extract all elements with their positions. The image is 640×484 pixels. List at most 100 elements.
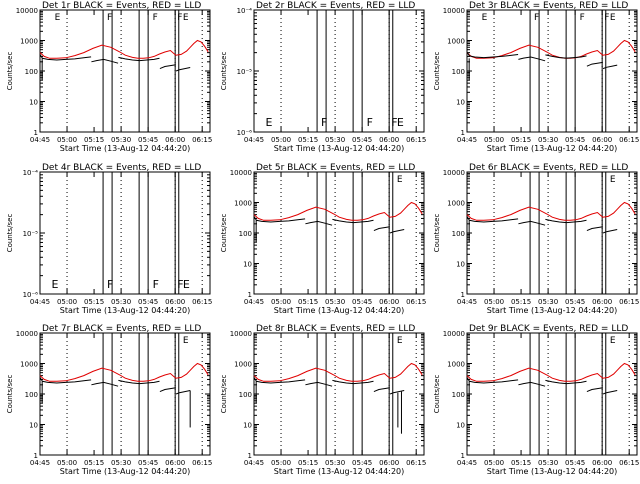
panel-det-1: Det 1r BLACK = Events, RED = LLD 1 10 100 10… — [6, 1, 212, 153]
events-series-segment — [602, 64, 618, 70]
x-tick-label: 05:00 — [57, 298, 77, 306]
y-tick-label: 1000 — [447, 38, 465, 46]
panel-title: Det 7r BLACK = Events, RED = LLD — [42, 324, 201, 334]
y-tick-label: 100 — [452, 68, 465, 76]
flag-label: F — [367, 116, 373, 129]
events-series-segment — [175, 390, 191, 395]
y-tick-label: 100 — [452, 391, 465, 399]
events-series-segment — [518, 220, 546, 226]
events-series-segment — [91, 381, 119, 387]
lld-series-line — [466, 362, 636, 382]
lld-series-line — [39, 362, 209, 382]
x-tick-label: 05:30 — [325, 136, 345, 144]
y-axis-label: Counts/sec — [220, 375, 228, 414]
y-axis-label: Counts/sec — [433, 375, 441, 414]
x-tick-label: 06:15 — [192, 459, 212, 467]
panel-det-8: Det 8r BLACK = Events, RED = LLD 1 10 100 10… — [220, 324, 426, 476]
x-tick-label: 05:15 — [511, 298, 531, 306]
y-tick-label: 1 — [461, 452, 465, 460]
y-tick-label: 10⁻⁴ — [237, 7, 253, 15]
flag-label: F — [107, 13, 112, 23]
panel-title: Det 4r BLACK = Events, RED = LLD — [42, 163, 201, 173]
x-tick-label: 06:15 — [619, 136, 639, 144]
flag-label: F — [153, 278, 159, 291]
events-series-segment — [545, 218, 587, 224]
events-series-segment — [118, 56, 160, 62]
y-axis-label: Counts/sec — [433, 52, 441, 91]
flag-label: F — [391, 116, 397, 129]
y-tick-label: 10 — [243, 261, 252, 269]
x-tick-label: 06:15 — [192, 298, 212, 306]
x-tick-label: 06:00 — [592, 298, 612, 306]
flag-label: F — [177, 278, 183, 291]
x-axis-label: Start Time (13-Aug-12 04:44:20) — [274, 467, 405, 476]
flag-label: F — [580, 13, 585, 23]
flag-label: F — [604, 13, 609, 23]
panel-det-4: Det 4r BLACK = Events, RED = LLD 10⁻⁶ 10⁻⁵… — [6, 163, 212, 315]
x-tick-label: 06:15 — [406, 136, 426, 144]
flag-label: E — [397, 116, 404, 129]
x-tick-label: 04:45 — [457, 136, 477, 144]
y-tick-label: 100 — [239, 391, 252, 399]
x-tick-label: 05:45 — [352, 298, 372, 306]
x-tick-label: 05:15 — [298, 459, 318, 467]
events-series-segment — [466, 216, 519, 223]
panel-title: Det 2r BLACK = Events, RED = LLD — [256, 1, 415, 11]
x-tick-label: 06:00 — [592, 459, 612, 467]
flag-label: E — [266, 116, 273, 129]
x-tick-label: 05:30 — [538, 459, 558, 467]
panel-title: Det 1r BLACK = Events, RED = LLD — [42, 1, 201, 11]
events-series-segment — [586, 387, 603, 393]
y-tick-label: 10000 — [443, 169, 465, 177]
y-tick-label: 10000 — [16, 7, 38, 15]
flag-label: F — [153, 13, 158, 23]
events-series-segment — [545, 379, 587, 385]
events-series-segment — [305, 381, 333, 387]
x-tick-label: 05:30 — [111, 136, 131, 144]
x-axis-label: Start Time (13-Aug-12 04:44:20) — [487, 467, 618, 476]
x-tick-label: 05:15 — [84, 136, 104, 144]
x-tick-label: 05:45 — [565, 298, 585, 306]
x-axis-label: Start Time (13-Aug-12 04:44:20) — [60, 467, 191, 476]
events-series-segment — [39, 54, 92, 61]
y-tick-label: 1000 — [20, 38, 38, 46]
x-tick-label: 05:15 — [84, 459, 104, 467]
y-tick-label: 1000 — [447, 361, 465, 369]
plot-frame — [466, 332, 638, 456]
events-series-segment — [545, 54, 587, 59]
lld-series-line — [466, 201, 636, 221]
panel-det-9: Det 9r BLACK = Events, RED = LLD 1 10 100 10… — [433, 324, 639, 476]
x-tick-label: 06:15 — [619, 459, 639, 467]
x-tick-label: 06:15 — [619, 298, 639, 306]
y-tick-label: 1 — [34, 129, 38, 137]
y-tick-label: 1 — [248, 291, 252, 299]
y-tick-label: 10 — [456, 261, 465, 269]
y-tick-label: 10000 — [230, 169, 252, 177]
flag-label: E — [52, 278, 59, 291]
x-axis-label: Start Time (13-Aug-12 04:44:20) — [60, 306, 191, 315]
lld-series-line — [39, 39, 209, 59]
y-tick-label: 100 — [25, 68, 38, 76]
events-series-segment — [305, 220, 333, 226]
events-series-segment — [332, 379, 374, 385]
plot-frame — [39, 332, 211, 456]
events-series-segment — [373, 387, 390, 393]
x-tick-label: 04:45 — [457, 459, 477, 467]
x-axis-label: Start Time (13-Aug-12 04:44:20) — [487, 144, 618, 153]
x-tick-label: 06:00 — [379, 459, 399, 467]
x-tick-label: 05:00 — [57, 459, 77, 467]
x-tick-label: 05:30 — [111, 459, 131, 467]
y-tick-label: 10⁻⁴ — [23, 169, 39, 177]
flag-label: E — [183, 13, 189, 23]
events-series-segment — [118, 379, 160, 385]
x-tick-label: 05:00 — [484, 136, 504, 144]
flag-label: E — [482, 13, 488, 23]
plot-frame — [466, 9, 638, 133]
flag-label: E — [610, 13, 616, 23]
x-tick-label: 05:15 — [511, 136, 531, 144]
x-axis-label: Start Time (13-Aug-12 04:44:20) — [60, 144, 191, 153]
x-tick-label: 05:15 — [511, 459, 531, 467]
y-axis-label: Counts/sec — [433, 214, 441, 253]
y-axis-label: Counts/sec — [6, 52, 14, 91]
